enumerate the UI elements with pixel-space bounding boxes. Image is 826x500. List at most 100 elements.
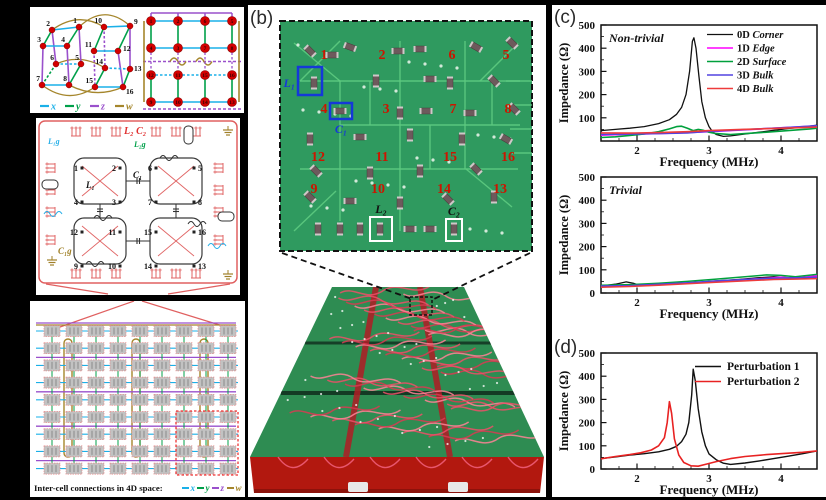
smd-component xyxy=(366,166,374,180)
lattice-node xyxy=(146,43,156,53)
impedance-chart-perturbation: 2 3 4 0 100 200 300 400 500 Frequency (MHz) Impeda… xyxy=(557,348,818,497)
svg-text:14: 14 xyxy=(202,100,208,106)
svg-text:1: 1 xyxy=(150,19,153,25)
svg-text:10: 10 xyxy=(108,262,116,271)
svg-text:13: 13 xyxy=(198,262,206,271)
svg-text:16: 16 xyxy=(198,228,206,237)
circuit-node xyxy=(80,230,84,234)
y-tick-label: 400 xyxy=(579,195,596,207)
inductor-l2-box xyxy=(369,216,393,242)
svg-text:14: 14 xyxy=(144,262,152,271)
svg-text:L₁g: L₁g xyxy=(47,137,60,146)
svg-text:w: w xyxy=(236,483,243,493)
circuit-node xyxy=(154,230,158,234)
lattice-node xyxy=(227,70,237,80)
network-caption: Inter-cell connections in 4D space: xyxy=(34,483,163,493)
svg-text:15: 15 xyxy=(202,73,208,79)
capacitor-c1-box xyxy=(328,101,354,121)
lattice-node xyxy=(227,16,237,26)
pcb-node-number: 10 xyxy=(371,182,385,197)
pcb-node-number: 7 xyxy=(450,102,457,117)
smd-component xyxy=(507,102,521,116)
pcb-node-number: 3 xyxy=(383,102,390,117)
panel-d-label: (d) xyxy=(554,337,578,358)
pcb-node-number: 16 xyxy=(501,150,515,165)
x-tick-label: 3 xyxy=(706,473,712,485)
data-series xyxy=(600,273,818,287)
svg-text:3: 3 xyxy=(112,198,116,207)
smd-component xyxy=(343,197,357,205)
lattice-node xyxy=(146,97,156,107)
lattice-node xyxy=(200,70,210,80)
legend-entry: 0D Corner xyxy=(737,30,784,41)
circuit-node xyxy=(192,264,196,268)
lattice-node xyxy=(146,70,156,80)
svg-text:y: y xyxy=(205,483,211,493)
smd-component xyxy=(333,107,347,115)
x-axis-label: Frequency (MHz) xyxy=(659,306,758,321)
smd-component xyxy=(419,107,433,115)
smd-component xyxy=(309,164,323,178)
y-tick-label: 500 xyxy=(579,172,596,184)
smd-component xyxy=(468,41,484,53)
smd-component xyxy=(306,132,314,146)
x-tick-label: 2 xyxy=(634,145,640,157)
svg-text:15: 15 xyxy=(86,76,94,85)
legend-entry: 4D Bulk xyxy=(737,84,774,95)
svg-text:w: w xyxy=(126,102,133,113)
impedance-chart-trivial: 2 3 4 0 100 200 300 400 500 Frequency (MHz) Impeda… xyxy=(557,172,818,321)
pcb-node-number: 6 xyxy=(449,48,456,63)
smd-component xyxy=(403,225,417,233)
plot-annotation: Non-trivial xyxy=(608,31,664,45)
smd-component xyxy=(376,222,384,236)
lattice-node xyxy=(77,60,85,68)
lattice-node xyxy=(119,83,127,91)
data-series xyxy=(600,126,818,134)
pcb-node-number: 1 xyxy=(321,48,328,63)
smd-component xyxy=(310,76,318,90)
y-tick-label: 300 xyxy=(579,66,596,78)
smd-component xyxy=(396,196,404,210)
svg-text:7: 7 xyxy=(204,46,207,52)
y-tick-label: 100 xyxy=(579,441,596,453)
smd-component xyxy=(416,164,424,178)
svg-text:16: 16 xyxy=(126,87,134,96)
circuit-node xyxy=(154,200,158,204)
lattice-node xyxy=(114,47,122,55)
lattice-node xyxy=(173,70,183,80)
lattice-node xyxy=(146,16,156,26)
plot-annotation: Trivial xyxy=(609,183,643,197)
y-axis-label: Impedance (Ω) xyxy=(557,195,571,276)
smd-component xyxy=(487,74,501,88)
pcb-node-number: 13 xyxy=(493,182,507,197)
svg-text:12: 12 xyxy=(70,228,78,237)
pcb-node-number: 9 xyxy=(311,182,318,197)
svg-text:9: 9 xyxy=(74,262,78,271)
svg-text:6: 6 xyxy=(204,19,207,25)
circuit-node xyxy=(192,166,196,170)
pcb-node-number: 8 xyxy=(505,102,512,117)
smd-component xyxy=(446,76,454,90)
smd-component xyxy=(342,41,358,53)
zoom-callout-line xyxy=(433,252,531,300)
svg-text:5: 5 xyxy=(75,53,79,62)
lattice-node xyxy=(48,26,56,34)
lattice-node xyxy=(65,81,73,89)
y-tick-label: 0 xyxy=(590,464,596,476)
svg-text:L₂: L₂ xyxy=(374,202,387,216)
svg-text:L₁: L₁ xyxy=(85,180,95,190)
svg-text:7: 7 xyxy=(148,198,152,207)
lattice-node xyxy=(100,23,108,31)
circuit-node xyxy=(118,264,122,268)
capacitor-c2-box xyxy=(445,218,463,242)
lattice-node xyxy=(200,43,210,53)
y-tick-label: 500 xyxy=(579,348,596,360)
svg-text:11: 11 xyxy=(108,228,116,237)
pcb-node-number: 5 xyxy=(503,48,510,63)
svg-text:9: 9 xyxy=(150,100,153,106)
smd-component xyxy=(498,133,514,145)
lattice-node xyxy=(173,16,183,26)
smd-component xyxy=(372,74,380,88)
